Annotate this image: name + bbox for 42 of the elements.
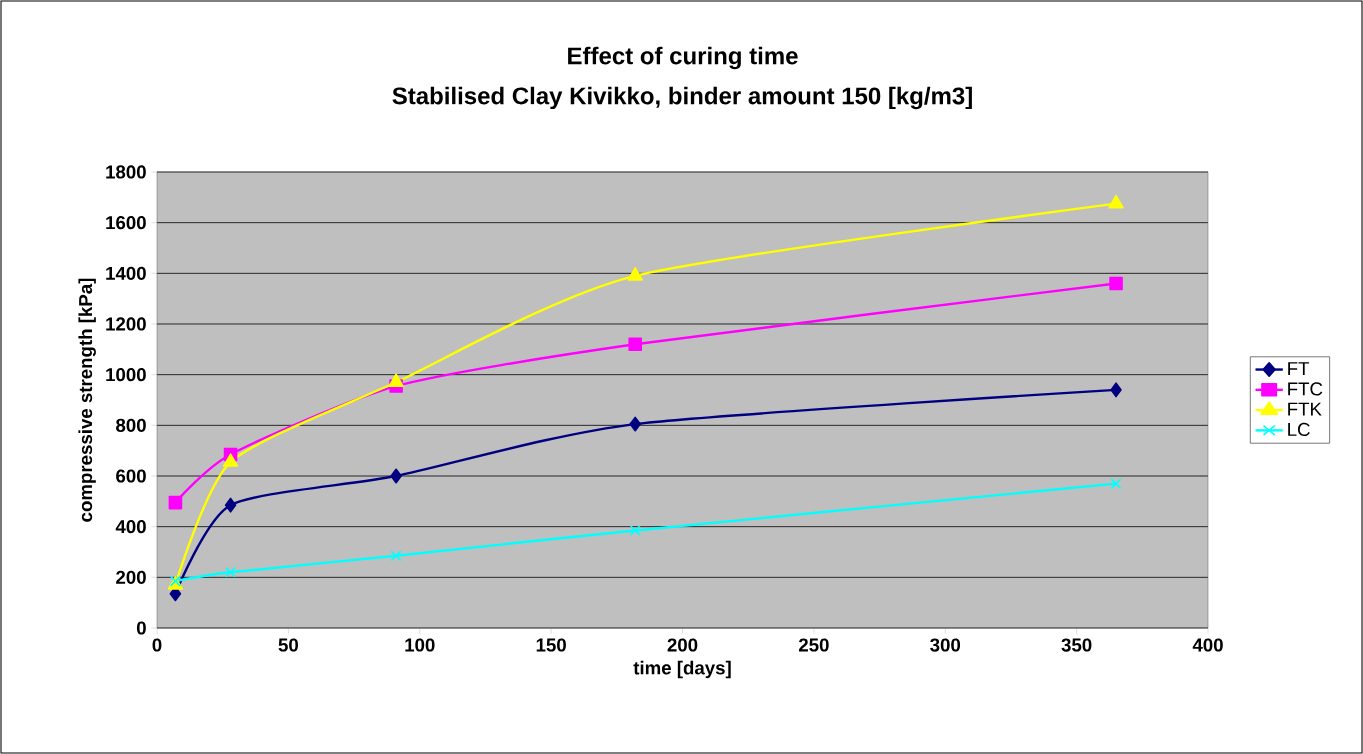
y-tick-label: 1800 [106,165,146,179]
x-tick-label: 300 [930,638,961,652]
x-tick-label: 400 [1192,638,1223,652]
point [628,337,643,352]
point [168,495,183,510]
x-axis-title: time [days] [633,660,731,679]
point [629,524,641,536]
point [629,416,642,432]
point [1108,194,1124,209]
y-tick-label: 800 [116,418,146,432]
y-tick-label: 1400 [106,266,146,280]
x-tick-label: 200 [667,638,698,652]
legend-label: FTK [1288,402,1322,416]
x-tick-label: 0 [152,638,162,652]
point [627,267,643,281]
point [1110,382,1122,398]
point [390,468,402,484]
x-tick-label: 250 [798,638,829,652]
point [390,550,402,562]
y-axis-title: compressive strength [kPa] [78,278,96,522]
legend-label: FTC [1288,382,1323,396]
point [225,566,237,578]
y-tick-label: 0 [136,621,146,635]
point [1109,276,1123,291]
x-tick-label: 100 [405,638,435,652]
point [224,497,237,513]
chart-subtitle: Stabilised Clay Kivikko, binder amount 150 [kg/m3] [392,86,972,110]
point [222,453,239,467]
x-tick-label: 50 [278,638,298,652]
legend-label: LC [1288,422,1310,437]
y-tick-label: 400 [115,520,146,534]
point [388,373,404,388]
y-tick-label: 1600 [106,216,146,230]
y-tick-label: 1000 [106,368,146,382]
y-tick-label: 200 [116,570,146,584]
legend-label: FT [1288,362,1310,375]
point [1110,478,1122,490]
x-tick-label: 150 [536,638,566,652]
x-tick-label: 350 [1061,638,1092,652]
y-tick-label: 1200 [106,317,146,331]
chart-title: Effect of curing time [568,46,798,70]
y-tick-label: 600 [116,469,146,483]
